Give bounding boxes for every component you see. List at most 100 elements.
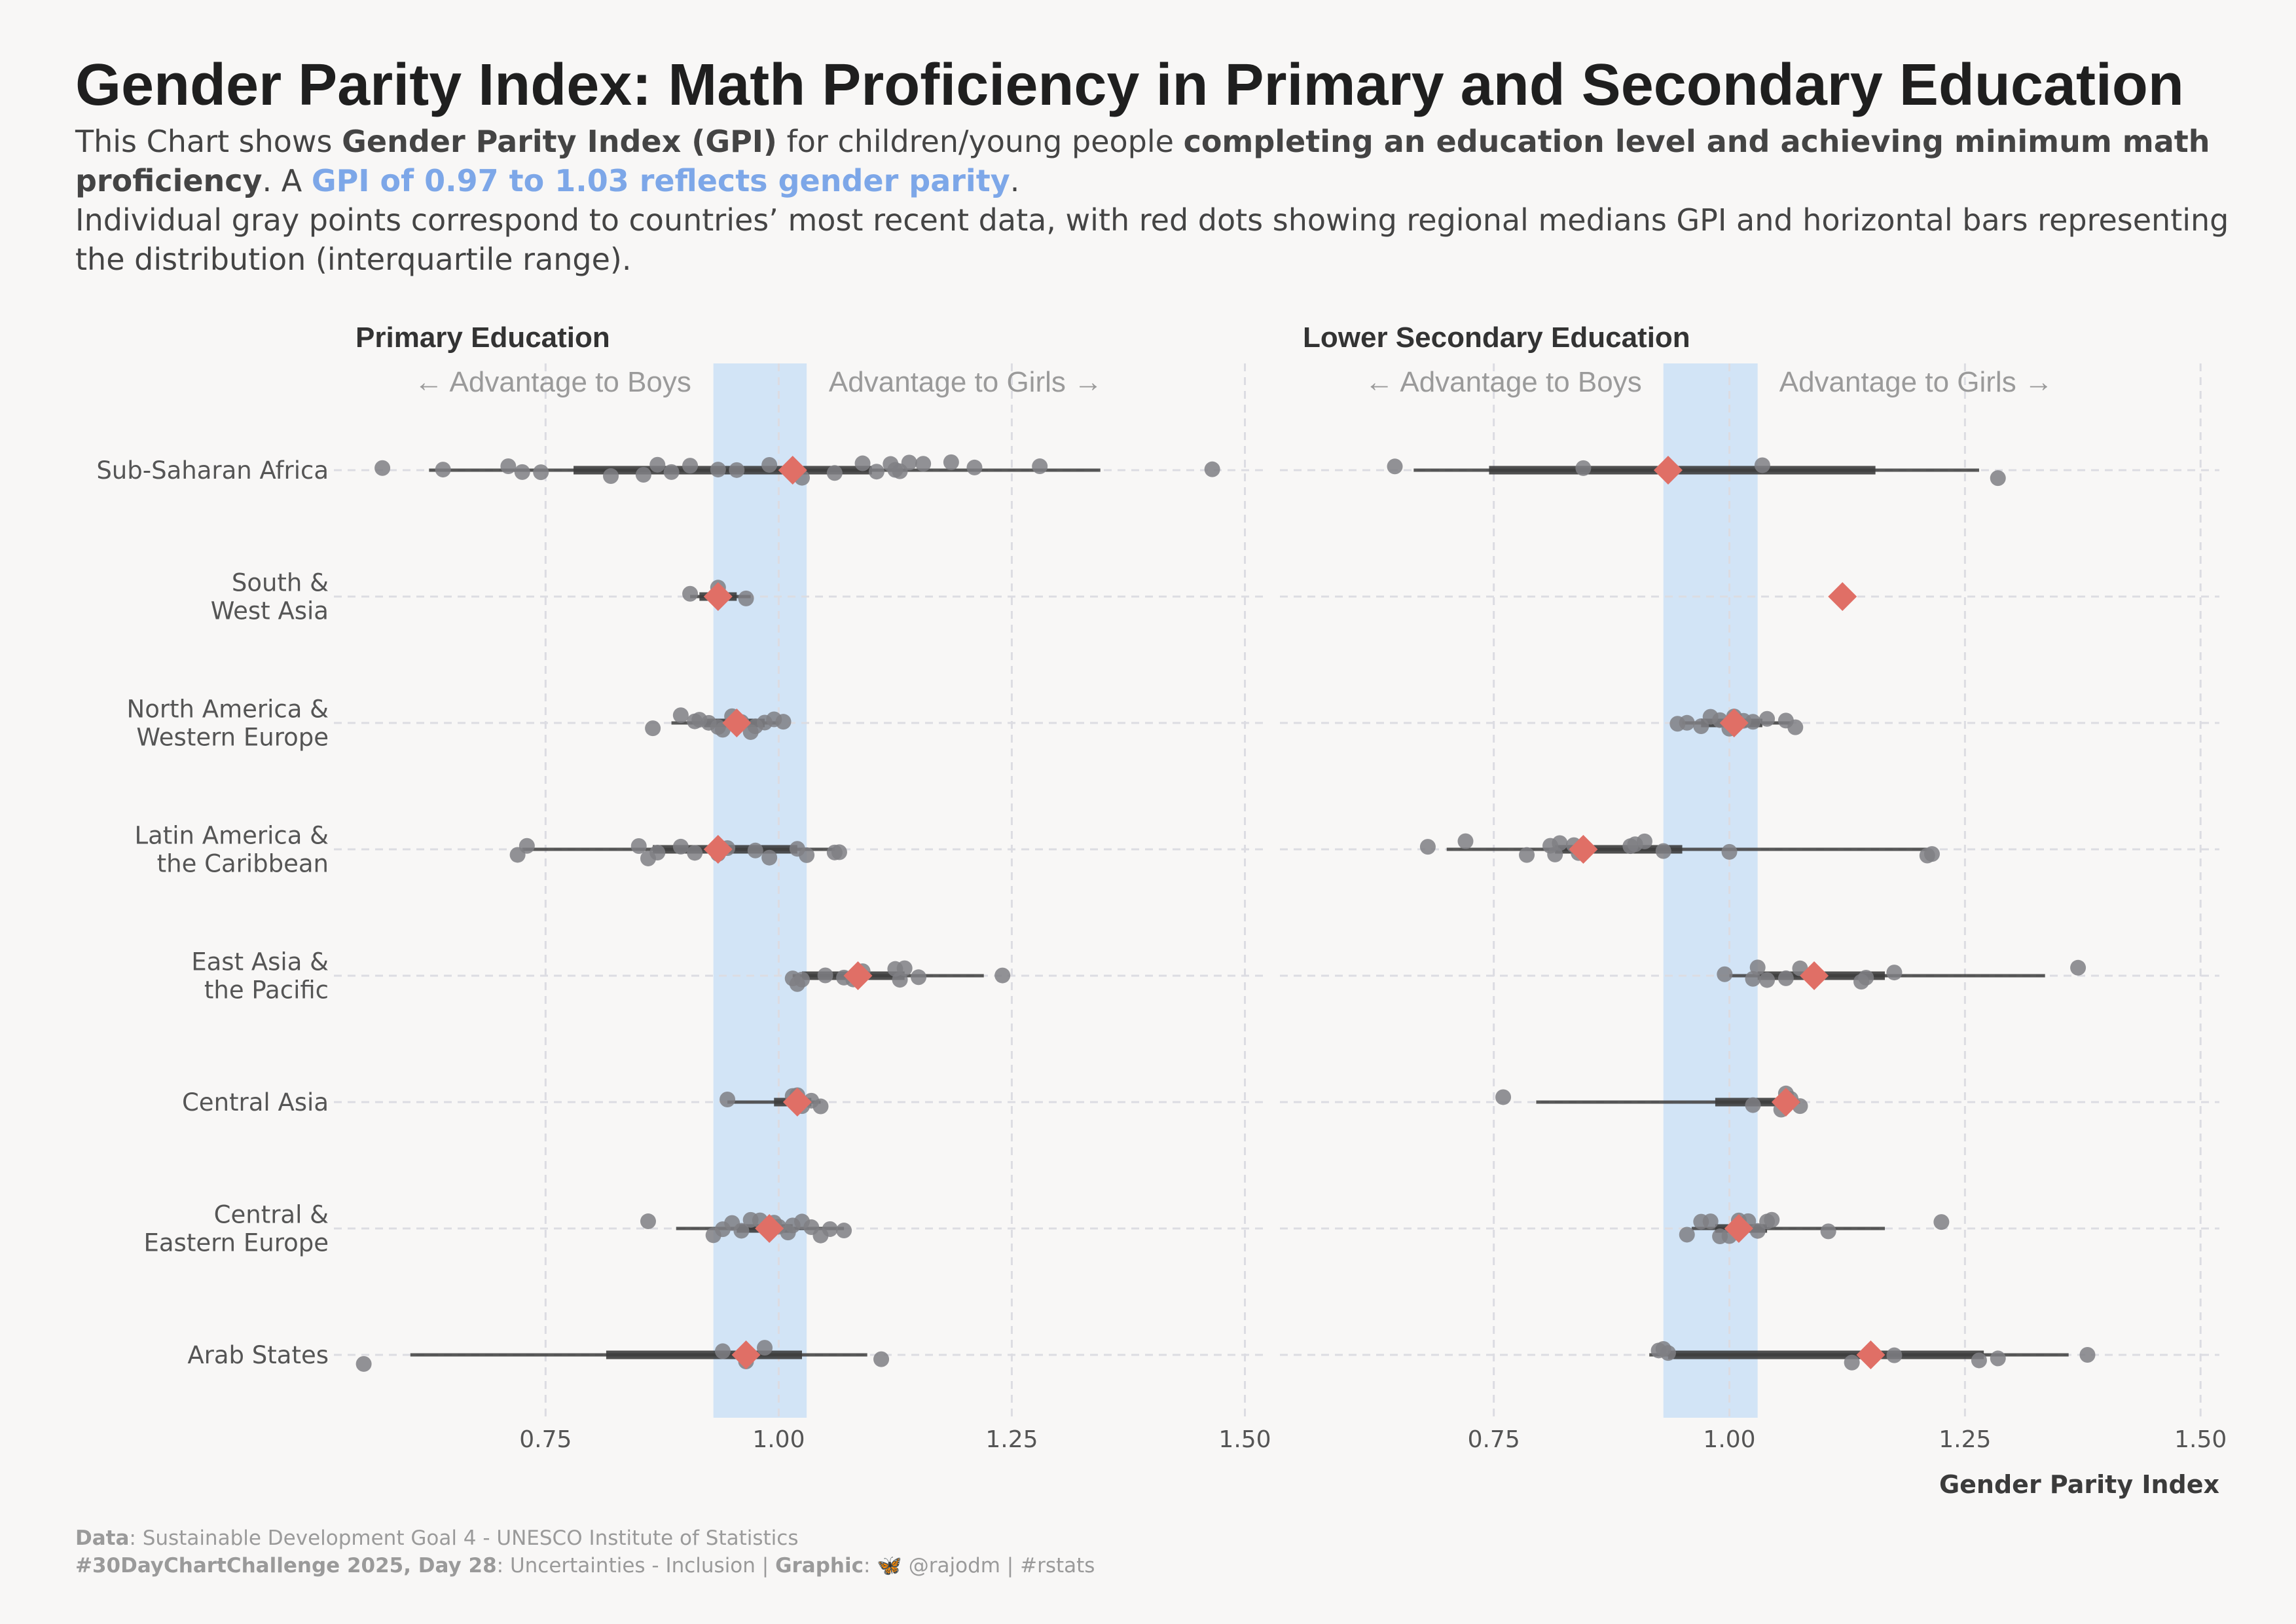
country-point [2070, 959, 2086, 976]
country-point [1702, 1213, 1719, 1230]
country-point [826, 465, 843, 481]
country-point [635, 466, 651, 483]
median-marker [1653, 456, 1683, 485]
country-point [1721, 843, 1738, 860]
country-point [1575, 460, 1592, 476]
country-point [710, 462, 726, 478]
x-tick-label: 1.00 [1703, 1426, 1755, 1453]
chart-caption: Data: Sustainable Development Goal 4 - U… [75, 1524, 1095, 1579]
x-axis-label: Gender Parity Index [1939, 1470, 2219, 1499]
country-point [649, 845, 666, 861]
country-point [1204, 461, 1220, 477]
country-point [1858, 969, 1874, 986]
median-marker [1800, 961, 1829, 990]
country-point [2079, 1347, 2096, 1363]
parity-band [1663, 363, 1758, 1418]
region-label-line: Latin America & [134, 822, 329, 850]
country-point [663, 464, 680, 480]
region-label-line: Sub-Saharan Africa [96, 456, 329, 485]
country-point [1419, 839, 1436, 855]
region-label: North America & Western Europe [127, 695, 329, 752]
median-marker [755, 1214, 784, 1243]
country-point [1679, 1227, 1695, 1243]
region-label-line: Western Europe [136, 724, 329, 752]
country-point [1749, 959, 1766, 976]
region-label-line: Central Asia [182, 1088, 329, 1116]
country-point [1679, 714, 1695, 731]
country-point [1787, 719, 1804, 735]
annotation-advantage-girls: Advantage to Girls → [829, 366, 1102, 398]
country-point [943, 454, 959, 470]
panel-title: Primary Education [355, 322, 610, 354]
region-label-line: the Pacific [204, 976, 329, 1005]
caption-data-label: Data [75, 1526, 130, 1550]
country-point [603, 468, 619, 485]
subtitle-parity-highlight: GPI of 0.97 to 1.03 reflects gender pari… [311, 163, 1010, 198]
caption-graphic-text: : 🦋 @rajodm | #rstats [864, 1554, 1095, 1578]
country-point [682, 585, 699, 602]
caption-data-text: : Sustainable Development Goal 4 - UNESC… [129, 1526, 799, 1550]
country-point [729, 462, 745, 478]
subtitle-text: for children/young people [776, 124, 1184, 159]
country-point [649, 456, 666, 473]
country-point [901, 454, 917, 471]
country-point [682, 458, 699, 474]
x-tick-label: 1.50 [1218, 1426, 1271, 1453]
country-point [640, 1213, 656, 1230]
country-point [799, 847, 815, 863]
region-label: Sub-Saharan Africa [96, 456, 329, 485]
region-label-line: North America & [127, 695, 329, 724]
subtitle-text: This Chart shows [75, 124, 342, 159]
country-point [500, 458, 517, 474]
country-point [1759, 972, 1776, 988]
country-point [1777, 970, 1794, 986]
median-marker [703, 835, 733, 864]
subtitle-text: . [1010, 163, 1020, 198]
country-point [1745, 714, 1761, 730]
country-point [873, 1351, 890, 1367]
country-point [831, 844, 847, 860]
country-point [1387, 458, 1403, 475]
country-point [1990, 1350, 2006, 1367]
country-point [1717, 966, 1733, 982]
country-point [687, 845, 703, 861]
panel-title: Lower Secondary Education [1303, 322, 1690, 354]
country-point [761, 456, 778, 473]
country-point [355, 1356, 372, 1372]
country-point [966, 459, 983, 475]
country-point [915, 456, 932, 472]
x-tick-label: 1.25 [1939, 1426, 1991, 1453]
median-marker [782, 1088, 812, 1116]
chart-subtitle: This Chart shows Gender Parity Index (GP… [75, 122, 2229, 279]
x-tick-label: 1.50 [2174, 1426, 2227, 1453]
annotation-advantage-girls: Advantage to Girls → [1779, 366, 2053, 398]
median-marker [843, 961, 873, 990]
country-point [775, 714, 792, 730]
country-point [514, 464, 530, 480]
country-point [1990, 470, 2006, 487]
region-label: Arab States [187, 1341, 329, 1369]
country-point [761, 849, 778, 866]
country-point [1844, 1354, 1860, 1371]
country-point [645, 720, 661, 737]
country-point [812, 1098, 829, 1115]
country-point [747, 842, 763, 858]
x-tick-label: 0.75 [519, 1426, 572, 1453]
country-point [868, 464, 884, 480]
region-label: Latin America & the Caribbean [134, 822, 329, 878]
country-point [1032, 458, 1048, 475]
country-point [896, 960, 913, 976]
region-label: South & West Asia [211, 569, 329, 625]
median-marker [1719, 709, 1749, 737]
chart-title: Gender Parity Index: Math Proficiency in… [75, 52, 2184, 118]
country-point [1754, 457, 1770, 473]
median-marker [1569, 835, 1598, 864]
country-point [836, 1223, 852, 1239]
country-point [1820, 1223, 1836, 1240]
country-point [822, 1221, 838, 1237]
country-point [1552, 835, 1568, 851]
region-label-line: West Asia [211, 597, 329, 625]
country-point [533, 464, 549, 481]
region-label-line: Arab States [187, 1341, 329, 1369]
country-point [1886, 1347, 1903, 1363]
